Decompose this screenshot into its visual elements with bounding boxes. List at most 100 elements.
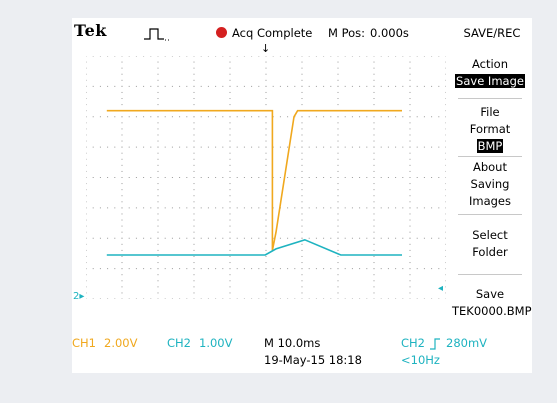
grid-dot bbox=[409, 249, 411, 251]
grid-dot bbox=[236, 146, 238, 148]
grid-dot bbox=[337, 122, 339, 124]
grid-dot bbox=[301, 73, 303, 75]
grid-dot bbox=[207, 177, 209, 178]
grid-dot bbox=[229, 122, 231, 124]
grid-dot bbox=[301, 268, 303, 270]
grid-dot bbox=[229, 207, 231, 209]
grid-dot bbox=[265, 56, 267, 57]
grid-dot bbox=[337, 249, 339, 251]
grid-dot bbox=[215, 298, 217, 299]
grid-dot bbox=[193, 225, 195, 227]
grid-dot bbox=[337, 262, 339, 264]
grid-dot bbox=[402, 207, 404, 209]
grid-dot bbox=[229, 56, 231, 57]
grid-dot bbox=[294, 56, 296, 57]
grid-dot bbox=[171, 85, 173, 87]
grid-dot bbox=[438, 298, 440, 299]
grid-dot bbox=[294, 146, 296, 148]
grid-dot bbox=[236, 116, 238, 118]
grid-dot bbox=[107, 146, 109, 148]
grid-dot bbox=[193, 91, 195, 93]
grid-dot bbox=[229, 225, 231, 227]
grid-dot bbox=[258, 207, 260, 209]
grid-dot bbox=[337, 91, 339, 93]
grid-dot bbox=[387, 56, 389, 57]
grid-dot bbox=[409, 134, 411, 136]
grid-dot bbox=[86, 268, 87, 270]
grid-dot bbox=[416, 146, 418, 148]
grid-dot bbox=[301, 158, 303, 160]
grid-dot bbox=[301, 219, 303, 221]
grid-dot bbox=[229, 243, 231, 245]
grid-dot bbox=[402, 268, 404, 270]
grid-dot bbox=[229, 128, 231, 130]
grid-dot bbox=[287, 85, 289, 87]
grid-dot bbox=[157, 195, 159, 197]
menu-save-button[interactable]: Save TEK0000.BMP bbox=[452, 286, 532, 320]
grid-dot bbox=[265, 152, 267, 154]
grid-dot bbox=[135, 85, 137, 87]
grid-dot bbox=[229, 231, 231, 233]
grid-dot bbox=[157, 134, 159, 136]
menu-action-button[interactable]: Action Save Image bbox=[452, 56, 528, 90]
grid-dot bbox=[215, 237, 217, 239]
grid-dot bbox=[186, 207, 188, 209]
grid-dot bbox=[121, 243, 123, 245]
grid-dot bbox=[128, 207, 130, 209]
grid-dot bbox=[409, 243, 411, 245]
grid-dot bbox=[366, 56, 368, 57]
grid-dot bbox=[265, 170, 267, 172]
grid-dot bbox=[229, 189, 231, 191]
grid-dot bbox=[86, 262, 87, 264]
grid-dot bbox=[157, 274, 159, 276]
grid-dot bbox=[193, 249, 195, 251]
grid-dot bbox=[92, 85, 94, 87]
grid-dot bbox=[229, 61, 231, 63]
grid-dot bbox=[445, 164, 446, 166]
grid-dot bbox=[308, 177, 310, 178]
grid-dot bbox=[86, 164, 87, 166]
grid-dot bbox=[171, 146, 173, 148]
menu-select-label-2: Folder bbox=[472, 245, 508, 259]
grid-dot bbox=[150, 268, 152, 270]
grid-dot bbox=[135, 146, 137, 148]
grid-dot bbox=[308, 146, 310, 148]
grid-dot bbox=[337, 104, 339, 106]
grid-dot bbox=[315, 177, 317, 178]
grid-dot bbox=[380, 298, 382, 299]
menu-about-saving-button[interactable]: About Saving Images bbox=[452, 159, 528, 210]
grid-dot bbox=[445, 134, 446, 136]
grid-dot bbox=[229, 280, 231, 282]
grid-dot bbox=[121, 219, 123, 221]
trigger-level-marker[interactable]: ◂ bbox=[438, 283, 444, 294]
grid-dot bbox=[222, 177, 224, 178]
grid-dot bbox=[445, 268, 446, 270]
grid-dot bbox=[445, 146, 446, 148]
grid-dot bbox=[222, 116, 224, 118]
grid-dot bbox=[265, 195, 267, 197]
grid-dot bbox=[128, 177, 130, 178]
grid-dot bbox=[380, 237, 382, 239]
grid-dot bbox=[193, 128, 195, 130]
grid-dot bbox=[243, 237, 245, 239]
grid-dot bbox=[193, 177, 195, 178]
menu-select-folder-button[interactable]: Select Folder bbox=[452, 227, 528, 261]
grid-dot bbox=[445, 262, 446, 264]
ch2-reference-marker[interactable]: 2▸ bbox=[73, 291, 85, 302]
grid-dot bbox=[337, 79, 339, 81]
grid-dot bbox=[265, 201, 267, 203]
grid-dot bbox=[287, 177, 289, 178]
grid-dot bbox=[308, 56, 310, 57]
grid-dot bbox=[265, 213, 267, 215]
grid-dot bbox=[409, 152, 411, 154]
menu-divider bbox=[458, 214, 522, 215]
grid-dot bbox=[373, 262, 375, 264]
grid-dot bbox=[86, 225, 87, 227]
grid-dot bbox=[315, 207, 317, 209]
grid-dot bbox=[366, 116, 368, 118]
menu-file-format-button[interactable]: File Format BMP bbox=[452, 104, 528, 155]
grid-dot bbox=[193, 213, 195, 215]
grid-dot bbox=[86, 201, 87, 203]
grid-dot bbox=[179, 177, 181, 178]
grid-dot bbox=[193, 286, 195, 288]
